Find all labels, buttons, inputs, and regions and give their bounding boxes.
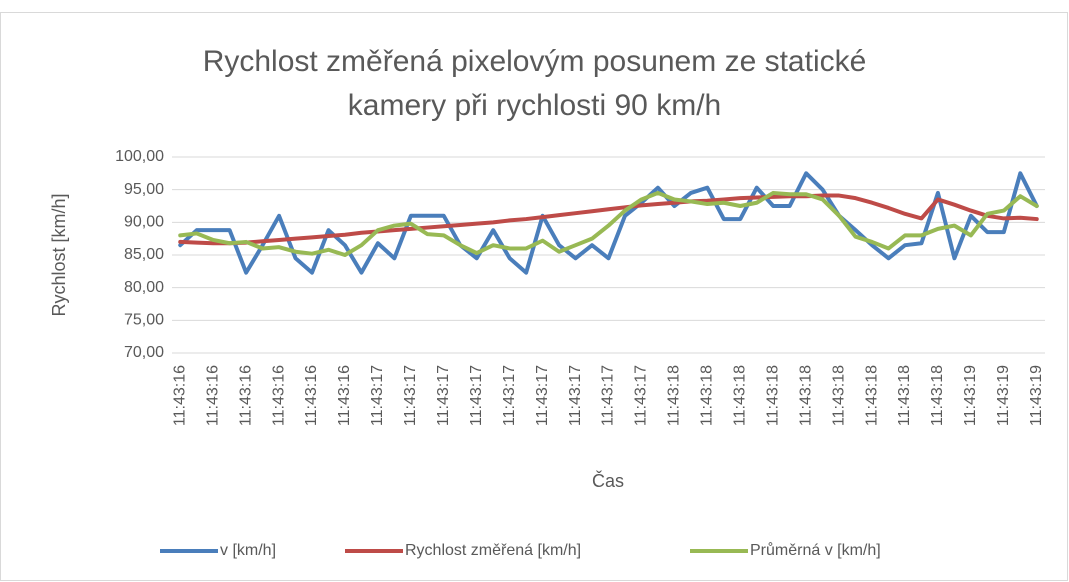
x-tick-label: 11:43:16	[336, 365, 353, 426]
x-tick-label: 11:43:18	[863, 365, 880, 426]
x-tick-label: 11:43:17	[369, 365, 386, 426]
x-tick-label: 11:43:19	[995, 365, 1012, 426]
y-axis-label: Rychlost [km/h]	[49, 193, 69, 316]
x-tick-label: 11:43:17	[600, 365, 617, 426]
x-tick-label: 11:43:17	[501, 365, 518, 426]
chart-border	[0, 12, 1068, 581]
chart-title: Rychlost změřená pixelovým posunem ze st…	[202, 45, 867, 122]
y-tick-label: 90,00	[124, 214, 164, 231]
series-line	[178, 171, 1039, 275]
legend-label: Rychlost změřená [km/h]	[405, 542, 581, 559]
y-tick-label: 75,00	[124, 312, 164, 329]
x-tick-label: 11:43:18	[929, 365, 946, 426]
x-tick-label: 11:43:18	[797, 365, 814, 426]
x-tick-label: 11:43:18	[699, 365, 716, 426]
x-tick-label: 11:43:17	[435, 365, 452, 426]
x-tick-label: 11:43:17	[468, 365, 485, 426]
x-tick-label: 11:43:19	[962, 365, 979, 426]
x-tick-label: 11:43:18	[896, 365, 913, 426]
y-tick-label: 100,00	[115, 148, 164, 165]
x-tick-label: 11:43:17	[633, 365, 650, 426]
x-tick-label: 11:43:18	[830, 365, 847, 426]
series-line	[178, 190, 1039, 257]
y-tick-label: 80,00	[124, 279, 164, 296]
x-tick-label: 11:43:19	[1028, 365, 1045, 426]
x-tick-label: 11:43:18	[764, 365, 781, 426]
x-tick-label: 11:43:17	[534, 365, 551, 426]
y-tick-label: 85,00	[124, 246, 164, 263]
x-axis-label: Čas	[592, 470, 624, 491]
legend-label: Průměrná v [km/h]	[750, 541, 881, 559]
legend-label: v [km/h]	[220, 542, 276, 559]
y-tick-label: 95,00	[124, 181, 164, 198]
x-tick-label: 11:43:18	[731, 365, 748, 426]
x-tick-label: 11:43:17	[567, 365, 584, 426]
x-tick-label: 11:43:16	[303, 365, 320, 426]
x-tick-label: 11:43:18	[666, 365, 683, 426]
x-tick-label: 11:43:16	[204, 365, 221, 426]
x-tick-label: 11:43:16	[171, 365, 188, 426]
series-line	[178, 193, 1039, 246]
x-tick-label: 11:43:16	[237, 365, 254, 426]
y-tick-label: 70,00	[124, 344, 164, 361]
x-tick-label: 11:43:16	[270, 365, 287, 426]
x-tick-label: 11:43:17	[402, 365, 419, 426]
